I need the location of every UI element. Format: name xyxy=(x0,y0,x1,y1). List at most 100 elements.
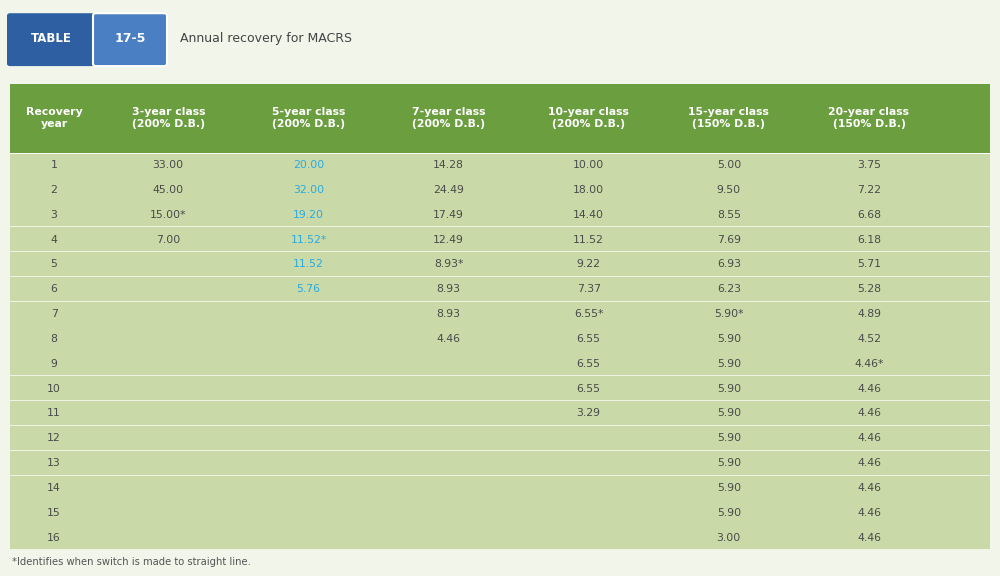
Text: 5.90: 5.90 xyxy=(717,508,741,518)
Text: 12.49: 12.49 xyxy=(433,234,464,245)
Text: 3: 3 xyxy=(51,210,58,219)
Text: 11: 11 xyxy=(47,408,61,418)
Text: 4.89: 4.89 xyxy=(857,309,881,319)
Text: 6.55: 6.55 xyxy=(577,359,601,369)
Text: 6.23: 6.23 xyxy=(717,284,741,294)
Text: 9: 9 xyxy=(51,359,58,369)
Text: 24.49: 24.49 xyxy=(433,185,464,195)
Text: 4.46*: 4.46* xyxy=(854,359,884,369)
Text: 12: 12 xyxy=(47,433,61,444)
Text: 19.20: 19.20 xyxy=(293,210,324,219)
Text: 14.28: 14.28 xyxy=(433,160,464,170)
FancyBboxPatch shape xyxy=(93,13,167,66)
Bar xyxy=(10,276,990,277)
Text: 5: 5 xyxy=(51,259,58,270)
Text: 5.00: 5.00 xyxy=(717,160,741,170)
Text: 33.00: 33.00 xyxy=(153,160,184,170)
Text: 3.29: 3.29 xyxy=(577,408,601,418)
Bar xyxy=(10,500,990,501)
Text: 5.71: 5.71 xyxy=(857,259,881,270)
Text: 6.55: 6.55 xyxy=(577,334,601,344)
FancyBboxPatch shape xyxy=(7,13,95,66)
Text: 15: 15 xyxy=(47,508,61,518)
Text: 1: 1 xyxy=(51,160,58,170)
Text: 5.90: 5.90 xyxy=(717,458,741,468)
Text: 10-year class
(200% D.B.): 10-year class (200% D.B.) xyxy=(548,107,629,129)
Text: TABLE: TABLE xyxy=(31,32,71,46)
Text: 5.90: 5.90 xyxy=(717,384,741,393)
Text: 6.55: 6.55 xyxy=(577,384,601,393)
Text: 14.40: 14.40 xyxy=(573,210,604,219)
Text: 32.00: 32.00 xyxy=(293,185,324,195)
Text: 6.18: 6.18 xyxy=(857,234,881,245)
Text: 10.00: 10.00 xyxy=(573,160,604,170)
Text: 45.00: 45.00 xyxy=(153,185,184,195)
Text: 4: 4 xyxy=(51,234,58,245)
Text: *Identifies when switch is made to straight line.: *Identifies when switch is made to strai… xyxy=(12,556,251,567)
Text: 7-year class
(200% D.B.): 7-year class (200% D.B.) xyxy=(412,107,485,129)
Text: 11.52: 11.52 xyxy=(293,259,324,270)
Text: 4.46: 4.46 xyxy=(857,433,881,444)
Text: 11.52: 11.52 xyxy=(573,234,604,245)
Text: 9.22: 9.22 xyxy=(577,259,601,270)
Bar xyxy=(10,153,990,154)
Text: 4.46: 4.46 xyxy=(857,533,881,543)
Text: 10: 10 xyxy=(47,384,61,393)
Bar xyxy=(10,425,990,426)
Text: 5.76: 5.76 xyxy=(296,284,320,294)
Text: 16: 16 xyxy=(47,533,61,543)
Text: Annual recovery for MACRS: Annual recovery for MACRS xyxy=(180,32,352,46)
Text: 6: 6 xyxy=(51,284,58,294)
Text: 3.75: 3.75 xyxy=(857,160,881,170)
Text: 5.90: 5.90 xyxy=(717,483,741,493)
Text: 11.52*: 11.52* xyxy=(290,234,327,245)
Text: 4.46: 4.46 xyxy=(857,483,881,493)
Bar xyxy=(10,326,990,327)
Text: 6.55*: 6.55* xyxy=(574,309,603,319)
Bar xyxy=(10,400,990,401)
Text: 5.90: 5.90 xyxy=(717,359,741,369)
Bar xyxy=(10,226,990,227)
Text: 20-year class
(150% D.B.): 20-year class (150% D.B.) xyxy=(828,107,909,129)
Text: 7.69: 7.69 xyxy=(717,234,741,245)
Text: 4.46: 4.46 xyxy=(857,508,881,518)
Text: 18.00: 18.00 xyxy=(573,185,604,195)
Text: 9.50: 9.50 xyxy=(717,185,741,195)
Bar xyxy=(10,475,990,476)
Text: 6.93: 6.93 xyxy=(717,259,741,270)
Text: 8.93*: 8.93* xyxy=(434,259,463,270)
Bar xyxy=(10,251,990,252)
Text: 7: 7 xyxy=(51,309,58,319)
Bar xyxy=(10,301,990,302)
Text: 4.46: 4.46 xyxy=(857,384,881,393)
Bar xyxy=(10,84,990,153)
Text: 5.90: 5.90 xyxy=(717,408,741,418)
Text: 8: 8 xyxy=(51,334,58,344)
Text: 6.68: 6.68 xyxy=(857,210,881,219)
Text: 13: 13 xyxy=(47,458,61,468)
Text: 7.37: 7.37 xyxy=(577,284,601,294)
Text: 2: 2 xyxy=(51,185,58,195)
Text: 4.46: 4.46 xyxy=(857,408,881,418)
Text: 3-year class
(200% D.B.): 3-year class (200% D.B.) xyxy=(132,107,205,129)
Text: 4.52: 4.52 xyxy=(857,334,881,344)
Text: 8.93: 8.93 xyxy=(437,284,461,294)
Text: 5.28: 5.28 xyxy=(857,284,881,294)
Text: 8.55: 8.55 xyxy=(717,210,741,219)
Text: 8.93: 8.93 xyxy=(437,309,461,319)
Text: 4.46: 4.46 xyxy=(857,458,881,468)
Text: 3.00: 3.00 xyxy=(717,533,741,543)
Text: 7.22: 7.22 xyxy=(857,185,881,195)
Text: 7.00: 7.00 xyxy=(156,234,180,245)
Text: 5-year class
(200% D.B.): 5-year class (200% D.B.) xyxy=(272,107,345,129)
Text: 4.46: 4.46 xyxy=(437,334,461,344)
Text: Recovery
year: Recovery year xyxy=(26,107,82,129)
Text: 17-5: 17-5 xyxy=(114,32,146,46)
Text: 5.90*: 5.90* xyxy=(714,309,744,319)
Text: 15.00*: 15.00* xyxy=(150,210,187,219)
Text: 5.90: 5.90 xyxy=(717,334,741,344)
Text: 17.49: 17.49 xyxy=(433,210,464,219)
Text: 14: 14 xyxy=(47,483,61,493)
Text: 15-year class
(150% D.B.): 15-year class (150% D.B.) xyxy=(688,107,769,129)
Text: 5.90: 5.90 xyxy=(717,433,741,444)
